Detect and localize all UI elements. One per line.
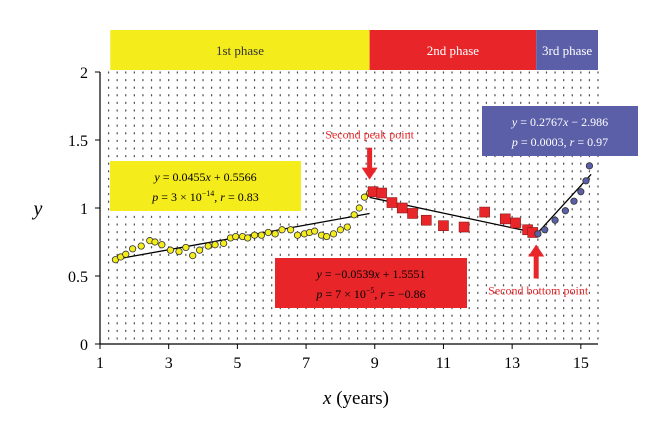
data-point: [479, 206, 490, 218]
x-tick-label: 5: [233, 355, 241, 372]
data-point: [577, 188, 585, 196]
data-point: [211, 241, 219, 249]
data-point: [189, 252, 197, 260]
data-point: [438, 220, 449, 231]
data-point: [582, 177, 590, 185]
annotation-bg: [482, 106, 638, 156]
y-tick-label: 1.5: [68, 133, 88, 150]
data-point: [396, 202, 408, 214]
data-point: [407, 208, 418, 219]
data-point: [271, 230, 279, 238]
x-tick-label: 13: [504, 355, 520, 372]
data-point: [376, 187, 387, 199]
data-points: [111, 162, 594, 264]
data-point: [182, 243, 190, 252]
y-tick-label: 0.5: [68, 269, 88, 286]
annotation-stats: p = 0.0003, r = 0.97: [511, 135, 608, 149]
data-point: [360, 193, 369, 201]
peak-callout-label: Second peak point: [325, 128, 414, 142]
bottom-callout-label: Second bottom point: [488, 283, 589, 297]
data-point: [534, 230, 542, 238]
data-point: [561, 207, 569, 215]
data-point: [323, 232, 331, 241]
phase-1-label: 1st phase: [216, 43, 264, 58]
data-point: [585, 162, 594, 170]
annotation-box-3: y = 0.2767x − 2.986 p = 0.0003, r = 0.97: [482, 106, 638, 156]
annotation-bg: [275, 258, 467, 308]
data-point: [158, 241, 166, 249]
data-point: [175, 247, 183, 256]
annotation-box-1: y = 0.0455x + 0.5566 p = 3 × 10−14, r = 0…: [110, 161, 301, 211]
x-axis-label: x (years): [322, 388, 389, 409]
data-point: [278, 226, 286, 234]
data-point: [420, 214, 432, 226]
data-point: [257, 231, 266, 239]
data-point: [343, 223, 351, 231]
data-point: [293, 231, 302, 239]
x-tick-label: 7: [302, 355, 310, 372]
x-tick-label: 15: [573, 355, 589, 372]
data-point: [204, 242, 212, 250]
peak-arrow-head: [361, 167, 378, 180]
callouts: Second peak point Second bottom point: [325, 128, 589, 298]
data-point: [196, 246, 204, 254]
annotation-equation: y = −0.0539x + 1.5551: [316, 267, 426, 281]
data-point: [232, 232, 240, 241]
data-point: [122, 250, 130, 258]
x-tick-label: 9: [371, 355, 379, 372]
data-point: [350, 211, 358, 219]
y-tick-label: 2: [80, 65, 88, 82]
annotation-stats: p = 7 × 10−5, r = −0.86: [315, 286, 425, 301]
y-tick-label: 1: [80, 201, 88, 218]
data-point: [264, 228, 272, 237]
data-point: [329, 230, 338, 238]
data-point: [510, 217, 521, 229]
data-point: [458, 221, 470, 233]
annotation-bg: [110, 161, 301, 211]
data-point: [250, 231, 259, 239]
annotation-equation: y = 0.0455x + 0.5566: [153, 170, 256, 184]
y-axis-label: y: [32, 198, 43, 220]
x-tick-label: 1: [96, 355, 104, 372]
data-point: [137, 242, 145, 250]
phase-1-band: [110, 30, 370, 70]
phase-2-band: [369, 30, 537, 70]
data-point: [541, 226, 549, 234]
data-point: [551, 216, 559, 224]
data-point: [336, 226, 345, 234]
data-point: [287, 226, 295, 234]
bottom-arrow-shaft: [533, 254, 539, 279]
annotation-stats: p = 3 × 10−14, r = 0.83: [151, 189, 259, 204]
y-tick-label: 0: [80, 337, 88, 354]
data-point: [499, 213, 511, 225]
annotation-box-2: y = −0.0539x + 1.5551 p = 7 × 10−5, r = −…: [275, 258, 467, 308]
phase-bar: 1st phase 2nd phase 3rd phase: [110, 30, 598, 70]
fit-line-3: [535, 173, 592, 235]
peak-arrow-shaft: [367, 147, 373, 170]
x-tick-label: 11: [436, 355, 451, 372]
data-point: [311, 227, 319, 235]
phase-2-label: 2nd phase: [427, 43, 480, 58]
data-point: [220, 239, 228, 247]
data-point: [386, 197, 398, 208]
data-point: [244, 234, 252, 242]
phase-3-label: 3rd phase: [542, 43, 592, 58]
x-tick-label: 3: [165, 355, 173, 372]
data-point: [129, 245, 137, 253]
annotations: y = 0.0455x + 0.5566 p = 3 × 10−14, r = 0…: [110, 106, 638, 308]
data-point: [151, 238, 159, 246]
data-point: [570, 197, 578, 205]
bottom-arrow-head: [528, 244, 545, 257]
data-point: [355, 204, 363, 212]
annotation-equation: y = 0.2767x − 2.986: [511, 115, 608, 129]
phase-3-band: [536, 30, 598, 70]
data-point: [166, 246, 175, 254]
